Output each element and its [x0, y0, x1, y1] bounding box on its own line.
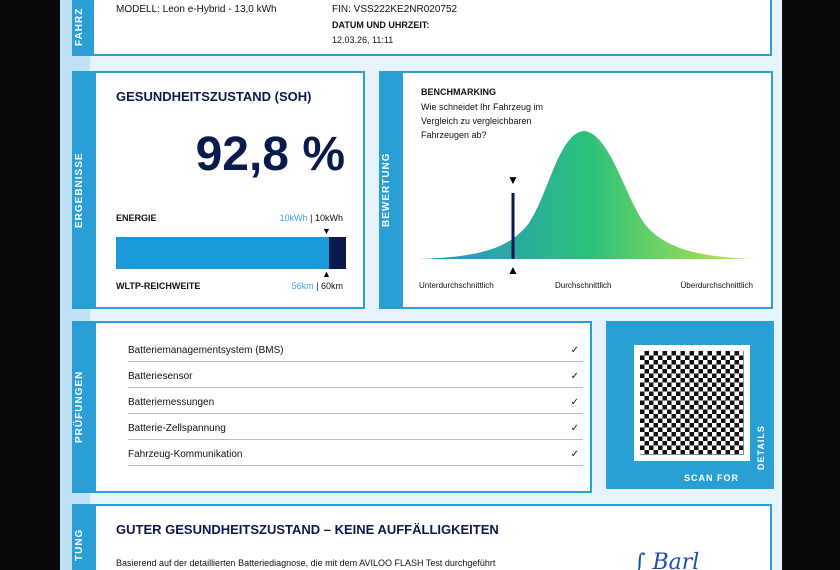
- benchmark-title: BENCHMARKING: [421, 87, 496, 97]
- check-label: Batterie-Zellspannung: [128, 423, 226, 434]
- axis-low: Unterdurchschnittlich: [419, 281, 494, 290]
- range-label: WLTP-REICHWEITE: [116, 281, 201, 291]
- summary-side-label: TUNG: [74, 506, 96, 570]
- soh-value: 92,8 %: [195, 128, 345, 181]
- checkmark-icon: ✓: [570, 423, 579, 434]
- check-label: Batteriesensor: [128, 371, 193, 382]
- check-row: Fahrzeug-Kommunikation ✓: [128, 445, 583, 466]
- energy-nominal: 10kWh: [314, 213, 343, 223]
- soh-bar: [116, 237, 346, 269]
- summary-text: Basierend auf der detaillierten Batterie…: [116, 558, 496, 568]
- sep: |: [307, 213, 315, 223]
- range-nominal: 60km: [320, 281, 343, 291]
- qr-details: DETAILS: [756, 425, 766, 471]
- summary-card: TUNG GUTER GESUNDHEITSZUSTAND – KEINE AU…: [72, 504, 772, 570]
- results-card: ERGEBNISSE GESUNDHEITSZUSTAND (SOH) 92,8…: [72, 71, 365, 309]
- vehicle-vin: FIN: VSS222KE2NR020752: [332, 4, 458, 15]
- energy-label: ENERGIE: [116, 213, 157, 223]
- marker-up-icon: ▲: [507, 263, 519, 277]
- distribution-curve: [419, 131, 755, 259]
- vehicle-model: MODELL: Leon e-Hybrid - 13,0 kWh: [116, 4, 277, 15]
- checkmark-icon: ✓: [570, 397, 579, 408]
- range-current: 56km: [291, 281, 314, 291]
- results-side-label: ERGEBNISSE: [74, 73, 96, 307]
- check-row: Batteriemanagementsystem (BMS) ✓: [128, 341, 583, 362]
- signature: ∫ Barl: [634, 550, 700, 570]
- date-value: 12.03.26, 11:11: [332, 35, 394, 45]
- sep: |: [313, 281, 321, 291]
- check-row: Batteriesensor ✓: [128, 367, 583, 388]
- checks-side-label: PRÜFUNGEN: [74, 323, 96, 491]
- check-label: Fahrzeug-Kommunikation: [128, 449, 243, 460]
- vehicle-card: FAHRZ MODELL: Leon e-Hybrid - 13,0 kWh F…: [72, 0, 772, 56]
- axis-mid: Durchschnittlich: [555, 281, 612, 290]
- certificate-page: FAHRZ MODELL: Leon e-Hybrid - 13,0 kWh F…: [60, 0, 782, 570]
- checkmark-icon: ✓: [570, 449, 579, 460]
- check-label: Batteriemessungen: [128, 397, 215, 408]
- benchmark-side-label: BEWERTUNG: [381, 73, 403, 307]
- arrow-down-icon: ▼: [322, 226, 331, 236]
- qr-card: SCAN FOR DETAILS: [606, 321, 774, 489]
- date-label: DATUM UND UHRZEIT:: [332, 20, 430, 30]
- checkmark-icon: ✓: [570, 345, 579, 356]
- soh-title: GESUNDHEITSZUSTAND (SOH): [116, 89, 312, 104]
- soh-bar-fill: [116, 237, 330, 269]
- qr-caption: SCAN FOR: [684, 473, 739, 483]
- axis-high: Überdurchschnittlich: [680, 281, 753, 290]
- check-label: Batteriemanagementsystem (BMS): [128, 345, 284, 356]
- range-values: 56km | 60km: [292, 281, 343, 291]
- summary-title: GUTER GESUNDHEITSZUSTAND – KEINE AUFFÄLL…: [116, 522, 499, 537]
- benchmark-question: Wie schneidet Ihr Fahrzeug im Vergleich …: [421, 102, 544, 140]
- vehicle-side-label: FAHRZ: [74, 0, 94, 56]
- checkmark-icon: ✓: [570, 371, 579, 382]
- check-row: Batterie-Zellspannung ✓: [128, 419, 583, 440]
- energy-values: 10kWh | 10kWh: [280, 213, 343, 223]
- benchmark-card: BEWERTUNG BENCHMARKING Wie schneidet Ihr…: [379, 71, 773, 309]
- check-row: Batteriemessungen ✓: [128, 393, 583, 414]
- marker-down-icon: ▼: [507, 173, 519, 187]
- energy-current: 10kWh: [279, 213, 308, 223]
- arrow-up-icon: ▲: [322, 269, 331, 279]
- checks-card: PRÜFUNGEN Batteriemanagementsystem (BMS)…: [72, 321, 592, 493]
- qr-code[interactable]: [634, 345, 750, 461]
